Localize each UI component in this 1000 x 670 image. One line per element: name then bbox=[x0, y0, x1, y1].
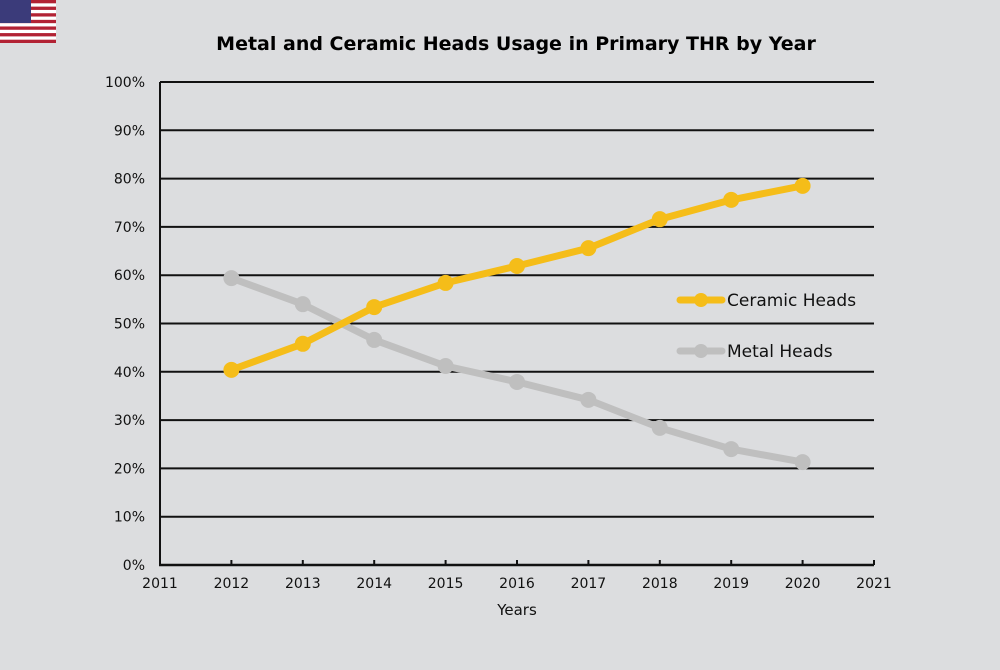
data-point bbox=[580, 391, 597, 408]
legend: Ceramic Heads Metal Heads bbox=[676, 291, 856, 362]
x-tick-label: 2019 bbox=[713, 576, 749, 592]
data-point bbox=[509, 373, 525, 390]
data-point bbox=[223, 270, 240, 287]
legend-item: Ceramic Heads bbox=[676, 291, 856, 311]
y-tick-label: 80% bbox=[114, 172, 145, 188]
x-tick-label: 2016 bbox=[499, 576, 535, 592]
legend-label: Ceramic Heads bbox=[727, 291, 856, 311]
y-tick-label: 10% bbox=[114, 510, 145, 526]
y-tick-label: 100% bbox=[105, 75, 145, 91]
data-point bbox=[651, 419, 668, 436]
x-tick-label: 2018 bbox=[642, 576, 678, 592]
x-tick-label: 2012 bbox=[214, 576, 250, 592]
legend-label: Metal Heads bbox=[727, 342, 833, 362]
y-tick-label: 60% bbox=[114, 268, 145, 284]
series-line bbox=[227, 182, 807, 374]
y-tick-label: 20% bbox=[114, 461, 145, 477]
x-tick-label: 2021 bbox=[856, 576, 892, 592]
x-axis-ticks: 2011 2012 2013 2014 2015 2016 2017 2018 2019 2020… bbox=[142, 560, 892, 592]
data-point bbox=[723, 191, 740, 208]
data-point bbox=[294, 335, 311, 352]
data-point bbox=[366, 299, 383, 316]
legend-swatch-marker bbox=[694, 293, 708, 307]
series-metal-heads bbox=[223, 270, 811, 471]
x-tick-label: 2011 bbox=[142, 576, 178, 592]
data-point bbox=[651, 211, 668, 228]
chart-title: Metal and Ceramic Heads Usage in Primary… bbox=[216, 33, 816, 55]
x-tick-label: 2015 bbox=[428, 576, 464, 592]
series-line bbox=[227, 274, 807, 466]
x-tick-label: 2020 bbox=[785, 576, 821, 592]
data-point bbox=[794, 177, 811, 194]
y-tick-label: 50% bbox=[114, 317, 145, 333]
gridlines bbox=[160, 81, 874, 518]
x-tick-label: 2013 bbox=[285, 576, 321, 592]
data-point bbox=[509, 258, 525, 275]
legend-swatch-marker bbox=[694, 344, 708, 358]
y-tick-label: 70% bbox=[114, 220, 145, 236]
x-axis-label: Years bbox=[496, 601, 537, 619]
y-tick-label: 0% bbox=[123, 558, 145, 574]
x-tick-label: 2017 bbox=[571, 576, 607, 592]
data-point bbox=[437, 358, 454, 375]
y-axis-ticks: 0% 10% 20% 30% 40% 50% 60% 70% 80% 90% 100% bbox=[105, 75, 145, 574]
data-point bbox=[223, 361, 240, 378]
y-tick-label: 30% bbox=[114, 413, 145, 429]
data-point bbox=[437, 274, 454, 291]
data-point bbox=[294, 296, 311, 313]
data-point bbox=[580, 240, 597, 257]
legend-item: Metal Heads bbox=[676, 342, 833, 362]
data-point bbox=[723, 441, 740, 458]
data-point bbox=[366, 331, 383, 348]
y-tick-label: 90% bbox=[114, 123, 145, 139]
data-point bbox=[794, 454, 811, 471]
us-flag-icon bbox=[0, 0, 56, 43]
y-tick-label: 40% bbox=[114, 365, 145, 381]
x-tick-label: 2014 bbox=[356, 576, 392, 592]
series-ceramic-heads bbox=[223, 177, 811, 378]
